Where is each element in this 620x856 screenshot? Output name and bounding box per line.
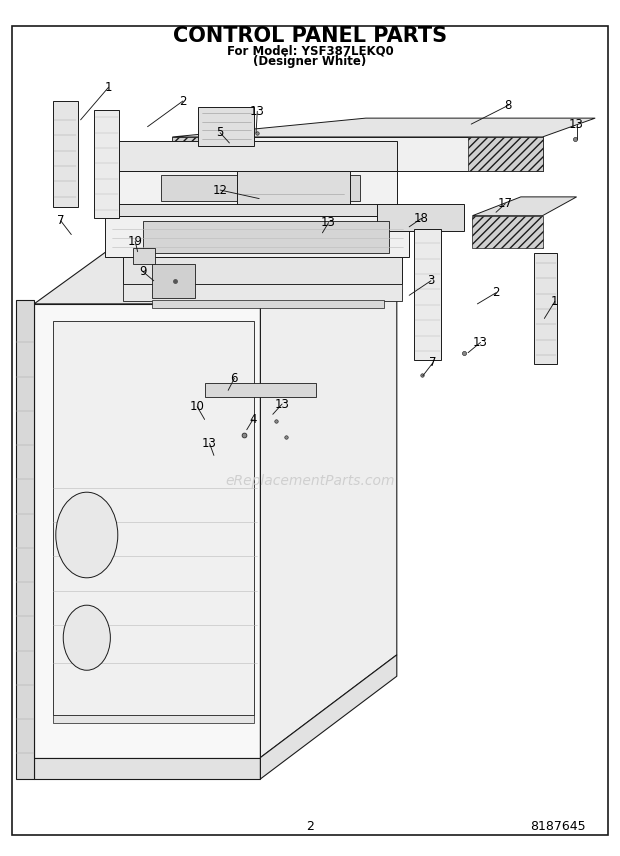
Text: CONTROL PANEL PARTS: CONTROL PANEL PARTS <box>173 26 447 46</box>
Text: 10: 10 <box>190 400 205 413</box>
Polygon shape <box>472 216 542 248</box>
Text: 5: 5 <box>216 126 224 140</box>
Text: 1: 1 <box>105 80 112 94</box>
Polygon shape <box>534 253 557 364</box>
Text: 4: 4 <box>249 413 257 426</box>
Text: 13: 13 <box>321 216 336 229</box>
Circle shape <box>56 492 118 578</box>
Text: 17: 17 <box>498 197 513 211</box>
Polygon shape <box>143 221 389 253</box>
Polygon shape <box>94 110 119 218</box>
Text: 19: 19 <box>128 235 143 248</box>
Polygon shape <box>16 300 34 779</box>
Polygon shape <box>468 137 542 171</box>
Polygon shape <box>152 264 195 298</box>
Polygon shape <box>260 655 397 779</box>
Text: 9: 9 <box>139 265 146 278</box>
Polygon shape <box>414 229 441 360</box>
Polygon shape <box>172 118 595 137</box>
Polygon shape <box>472 197 577 216</box>
Polygon shape <box>123 284 402 301</box>
Text: 2: 2 <box>492 286 500 300</box>
Polygon shape <box>105 216 409 257</box>
Text: 2: 2 <box>179 94 187 108</box>
Polygon shape <box>377 204 464 231</box>
Text: 7: 7 <box>429 356 436 370</box>
Text: 12: 12 <box>213 183 228 197</box>
Text: 6: 6 <box>231 372 238 385</box>
Text: 13: 13 <box>569 117 584 131</box>
Text: For Model: YSF387LEKQ0: For Model: YSF387LEKQ0 <box>227 45 393 58</box>
Polygon shape <box>123 257 402 284</box>
Polygon shape <box>133 248 155 264</box>
Text: 8: 8 <box>505 98 512 112</box>
Polygon shape <box>53 715 254 723</box>
Polygon shape <box>53 321 254 715</box>
Text: (Designer White): (Designer White) <box>254 55 366 68</box>
Text: 13: 13 <box>250 104 265 118</box>
Text: 1: 1 <box>551 294 559 308</box>
Polygon shape <box>53 101 78 207</box>
Polygon shape <box>237 171 350 204</box>
Polygon shape <box>172 137 542 171</box>
Polygon shape <box>105 141 397 171</box>
Text: 7: 7 <box>57 214 64 228</box>
Circle shape <box>63 605 110 670</box>
Polygon shape <box>34 304 260 758</box>
Text: 13: 13 <box>202 437 217 450</box>
Polygon shape <box>260 204 397 758</box>
Polygon shape <box>161 175 360 201</box>
Text: eReplacementParts.com: eReplacementParts.com <box>225 474 395 488</box>
Polygon shape <box>198 107 254 146</box>
Text: 2: 2 <box>306 819 314 833</box>
Text: 18: 18 <box>414 211 429 225</box>
Polygon shape <box>205 383 316 397</box>
Text: 13: 13 <box>275 397 290 411</box>
Text: 3: 3 <box>427 274 435 288</box>
Polygon shape <box>105 204 409 216</box>
Polygon shape <box>172 137 229 171</box>
Text: 8187645: 8187645 <box>530 819 586 833</box>
Text: 13: 13 <box>473 336 488 349</box>
Polygon shape <box>34 758 260 779</box>
Polygon shape <box>34 204 397 304</box>
Polygon shape <box>105 171 397 205</box>
Polygon shape <box>152 300 384 308</box>
